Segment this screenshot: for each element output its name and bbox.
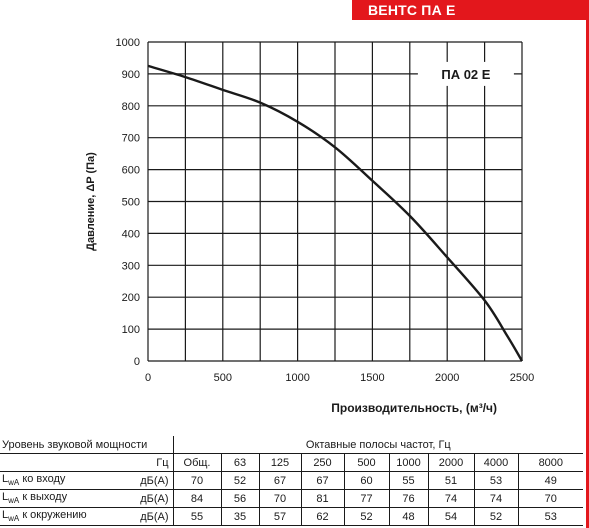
row-label-surroundings: LwA к окружению — [0, 507, 104, 526]
brand-banner: ВЕНТС ПА Е — [352, 0, 589, 20]
table-cell: 62 — [300, 507, 344, 526]
table-cell: 67 — [258, 471, 301, 490]
sound-power-table: Уровень звуковой мощности Октавные полос… — [0, 436, 584, 526]
row-label-subscript: wA — [8, 478, 20, 488]
x-tick-label: 1500 — [360, 372, 384, 384]
table-cell: 52 — [343, 507, 389, 526]
y-tick-label: 400 — [122, 228, 140, 240]
octave-bands-header: Октавные полосы частот, Гц — [172, 436, 584, 454]
brand-title: ВЕНТС ПА Е — [368, 2, 456, 18]
pressure-flow-chart: 0 100 200 300 400 500 600 700 800 900 1000 0 500 1000… — [85, 37, 534, 415]
x-tick-label: 2500 — [510, 372, 534, 384]
x-tick-label: 0 — [145, 372, 151, 384]
table-cell: 48 — [388, 507, 428, 526]
table-title: Уровень звуковой мощности — [0, 436, 173, 454]
table-cell: 35 — [220, 507, 259, 526]
fan-curve-line — [147, 64, 524, 362]
col-header-4000: 4000 — [473, 453, 518, 472]
table-cell: 70 — [517, 489, 584, 508]
header-blank-cell — [0, 453, 104, 472]
model-label-box — [417, 61, 514, 86]
row-label-outlet: LwA к выходу — [0, 489, 104, 508]
freq-unit-label: Гц — [104, 453, 173, 472]
row-label-text: к окружению — [22, 509, 87, 522]
row-label-text: к выходу — [22, 491, 68, 504]
table-cell: 76 — [388, 489, 428, 508]
table-title-row: Уровень звуковой мощности Октавные полос… — [0, 436, 584, 454]
table-cell: 56 — [220, 489, 259, 508]
table-cell: 53 — [517, 507, 584, 526]
table-cell: 49 — [517, 471, 584, 490]
y-tick-label: 200 — [122, 292, 140, 304]
x-tick-label: 2000 — [435, 372, 459, 384]
table-row: LwA к окружению дБ(А) 55 35 57 62 52 48 … — [0, 507, 584, 526]
y-axis-label: Давление, ΔP (Па) — [85, 152, 97, 251]
col-header-63: 63 — [220, 453, 259, 472]
col-header-1000: 1000 — [388, 453, 428, 472]
table-cell: 51 — [427, 471, 474, 490]
table-cell: 53 — [473, 471, 518, 490]
table-cell: 84 — [172, 489, 221, 508]
col-header-250: 250 — [300, 453, 344, 472]
y-tick-label: 500 — [122, 197, 140, 209]
table-cell: 60 — [343, 471, 389, 490]
table-cell: 77 — [343, 489, 389, 508]
y-tick-label: 800 — [122, 101, 140, 113]
x-axis-label: Производительность, (м³/ч) — [331, 401, 497, 415]
y-tick-label: 900 — [122, 69, 140, 81]
col-header-2000: 2000 — [427, 453, 474, 472]
table-cell: 81 — [300, 489, 344, 508]
table-cell: 67 — [300, 471, 344, 490]
y-tick-label: 600 — [122, 165, 140, 177]
y-tick-label: 700 — [122, 133, 140, 145]
col-header-500: 500 — [343, 453, 389, 472]
table-cell: 52 — [220, 471, 259, 490]
table-cell: 74 — [427, 489, 474, 508]
row-unit: дБ(А) — [104, 489, 173, 508]
row-label-text: ко входу — [22, 473, 66, 486]
table-row: LwA ко входу дБ(А) 70 52 67 67 60 55 51 … — [0, 471, 584, 490]
model-label: ПА 02 Е — [441, 67, 490, 82]
table-cell: 55 — [388, 471, 428, 490]
table-row: LwA к выходу дБ(А) 84 56 70 81 77 76 74 … — [0, 489, 584, 508]
table-cell: 52 — [473, 507, 518, 526]
row-label-subscript: wA — [8, 496, 20, 506]
table-cell: 54 — [427, 507, 474, 526]
table-cell: 57 — [258, 507, 301, 526]
brand-accent-rule — [586, 20, 589, 528]
table-header-row: Гц Общ. 63 125 250 500 1000 2000 4000 80… — [0, 453, 584, 472]
y-tick-label: 0 — [134, 356, 140, 368]
y-tick-label: 100 — [122, 324, 140, 336]
x-tick-label: 1000 — [285, 372, 309, 384]
y-tick-label: 300 — [122, 260, 140, 272]
table-cell: 70 — [172, 471, 221, 490]
col-header-8000: 8000 — [517, 453, 584, 472]
col-header-125: 125 — [258, 453, 301, 472]
row-unit: дБ(А) — [104, 507, 173, 526]
row-unit: дБ(А) — [104, 471, 173, 490]
table-cell: 74 — [473, 489, 518, 508]
x-tick-label: 500 — [214, 372, 232, 384]
y-tick-label: 1000 — [116, 37, 140, 49]
table-cell: 55 — [172, 507, 221, 526]
col-header-total: Общ. — [172, 453, 221, 472]
row-label-subscript: wA — [8, 514, 20, 524]
table-cell: 70 — [258, 489, 301, 508]
row-label-inlet: LwA ко входу — [0, 471, 104, 490]
